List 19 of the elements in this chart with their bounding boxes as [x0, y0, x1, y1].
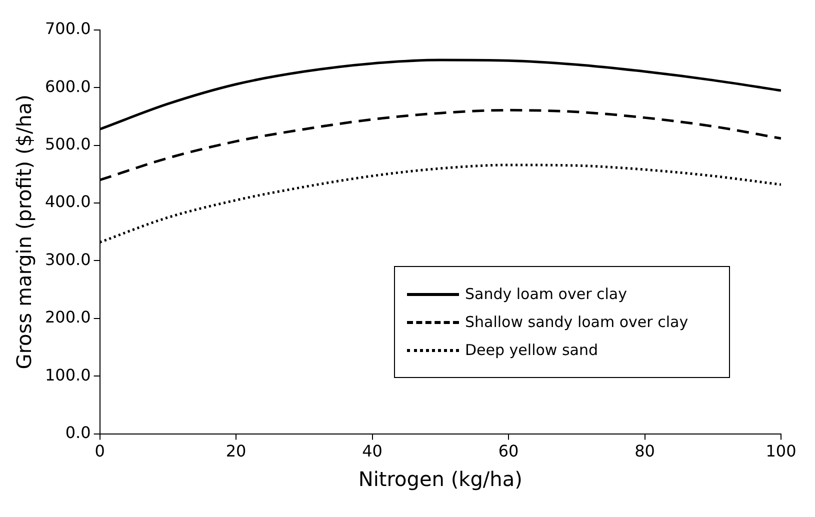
y-tick-label: 100.0 [44, 365, 91, 384]
x-tick-label: 20 [226, 442, 246, 461]
y-tick-label: 0.0 [65, 422, 91, 442]
y-tick-label: 300.0 [44, 250, 91, 269]
y-tick-label: 200.0 [44, 308, 91, 327]
legend-label: Deep yellow sand [465, 341, 598, 359]
y-tick-label: 700.0 [44, 19, 91, 38]
y-axis-title: Gross margin (profit) ($/ha) [12, 94, 36, 370]
x-tick-label: 40 [362, 442, 382, 461]
y-tick-label: 400.0 [44, 192, 91, 212]
legend-label: Sandy loam over clay [465, 285, 628, 303]
x-tick-label: 0 [94, 442, 105, 461]
legend-label: Shallow sandy loam over clay [465, 313, 688, 331]
x-tick-label: 80 [634, 442, 655, 461]
x-tick-label: 60 [498, 442, 519, 461]
x-axis-title: Nitrogen (kg/ha) [358, 467, 522, 492]
x-tick-label: 100 [766, 442, 796, 461]
y-tick-label: 500.0 [44, 134, 91, 154]
y-tick-label: 600.0 [44, 76, 91, 96]
